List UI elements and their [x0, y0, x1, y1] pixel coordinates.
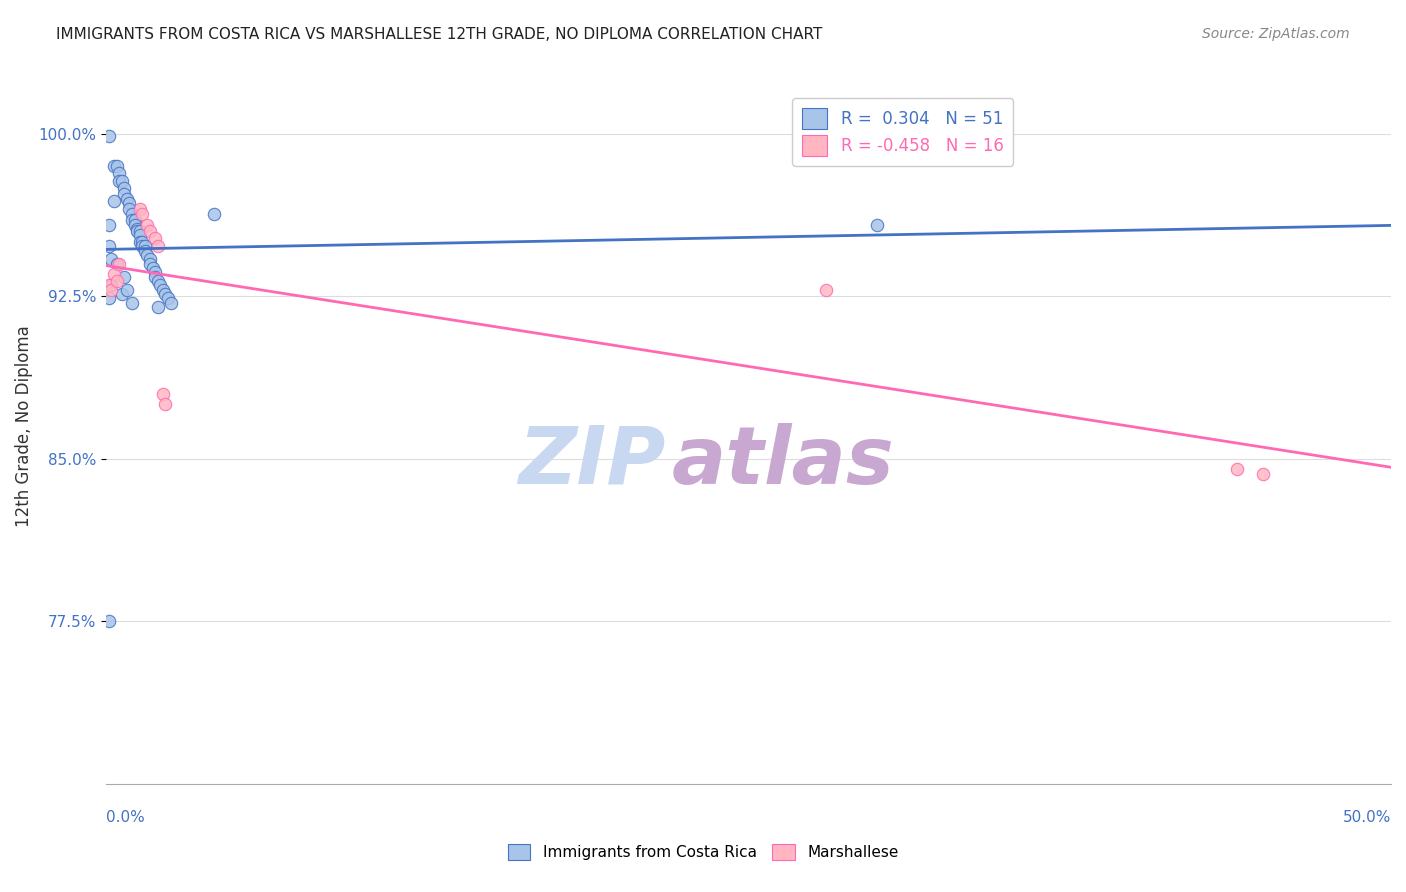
Point	[134, 244, 156, 258]
Point	[139, 224, 162, 238]
Point	[128, 235, 150, 249]
Point	[103, 194, 125, 208]
Point	[152, 386, 174, 401]
Point	[108, 256, 131, 270]
Point	[100, 252, 122, 267]
Point	[136, 248, 159, 262]
Point	[100, 278, 122, 293]
Point	[121, 295, 143, 310]
Point	[111, 174, 134, 188]
Point	[131, 239, 153, 253]
Point	[121, 207, 143, 221]
Point	[134, 239, 156, 253]
Point	[136, 218, 159, 232]
Point	[127, 222, 149, 236]
Point	[155, 286, 177, 301]
Point	[152, 283, 174, 297]
Point	[97, 291, 120, 305]
Point	[143, 230, 166, 244]
Point	[100, 283, 122, 297]
Text: 0.0%: 0.0%	[107, 810, 145, 824]
Point	[124, 213, 146, 227]
Point	[1226, 462, 1249, 476]
Point	[115, 192, 138, 206]
Point	[121, 213, 143, 227]
Text: atlas: atlas	[672, 423, 894, 500]
Point	[97, 128, 120, 143]
Point	[97, 614, 120, 628]
Point	[128, 202, 150, 217]
Point	[146, 239, 169, 253]
Point	[866, 218, 889, 232]
Point	[112, 269, 135, 284]
Text: ZIP: ZIP	[517, 423, 665, 500]
Legend: Immigrants from Costa Rica, Marshallese: Immigrants from Costa Rica, Marshallese	[502, 838, 904, 866]
Text: Source: ZipAtlas.com: Source: ZipAtlas.com	[1202, 27, 1350, 41]
Point	[103, 159, 125, 173]
Point	[128, 224, 150, 238]
Point	[139, 252, 162, 267]
Point	[155, 397, 177, 411]
Point	[115, 283, 138, 297]
Point	[105, 256, 128, 270]
Legend: R =  0.304   N = 51, R = -0.458   N = 16: R = 0.304 N = 51, R = -0.458 N = 16	[792, 98, 1014, 166]
Point	[118, 202, 141, 217]
Point	[105, 159, 128, 173]
Point	[118, 195, 141, 210]
Point	[131, 207, 153, 221]
Point	[156, 291, 179, 305]
Point	[108, 165, 131, 179]
Point	[141, 260, 163, 275]
Point	[97, 218, 120, 232]
Point	[139, 256, 162, 270]
Point	[128, 228, 150, 243]
Point	[814, 283, 837, 297]
Point	[105, 274, 128, 288]
Point	[112, 187, 135, 202]
Text: IMMIGRANTS FROM COSTA RICA VS MARSHALLESE 12TH GRADE, NO DIPLOMA CORRELATION CHA: IMMIGRANTS FROM COSTA RICA VS MARSHALLES…	[56, 27, 823, 42]
Point	[112, 180, 135, 194]
Point	[1251, 467, 1274, 481]
Text: 50.0%: 50.0%	[1343, 810, 1391, 824]
Y-axis label: 12th Grade, No Diploma: 12th Grade, No Diploma	[15, 326, 32, 527]
Point	[127, 224, 149, 238]
Point	[143, 269, 166, 284]
Point	[103, 268, 125, 282]
Point	[146, 300, 169, 314]
Point	[149, 278, 172, 293]
Point	[108, 174, 131, 188]
Point	[124, 218, 146, 232]
Point	[97, 278, 120, 293]
Point	[143, 265, 166, 279]
Point	[111, 286, 134, 301]
Point	[146, 274, 169, 288]
Point	[159, 295, 181, 310]
Point	[97, 239, 120, 253]
Point	[202, 207, 225, 221]
Point	[131, 235, 153, 249]
